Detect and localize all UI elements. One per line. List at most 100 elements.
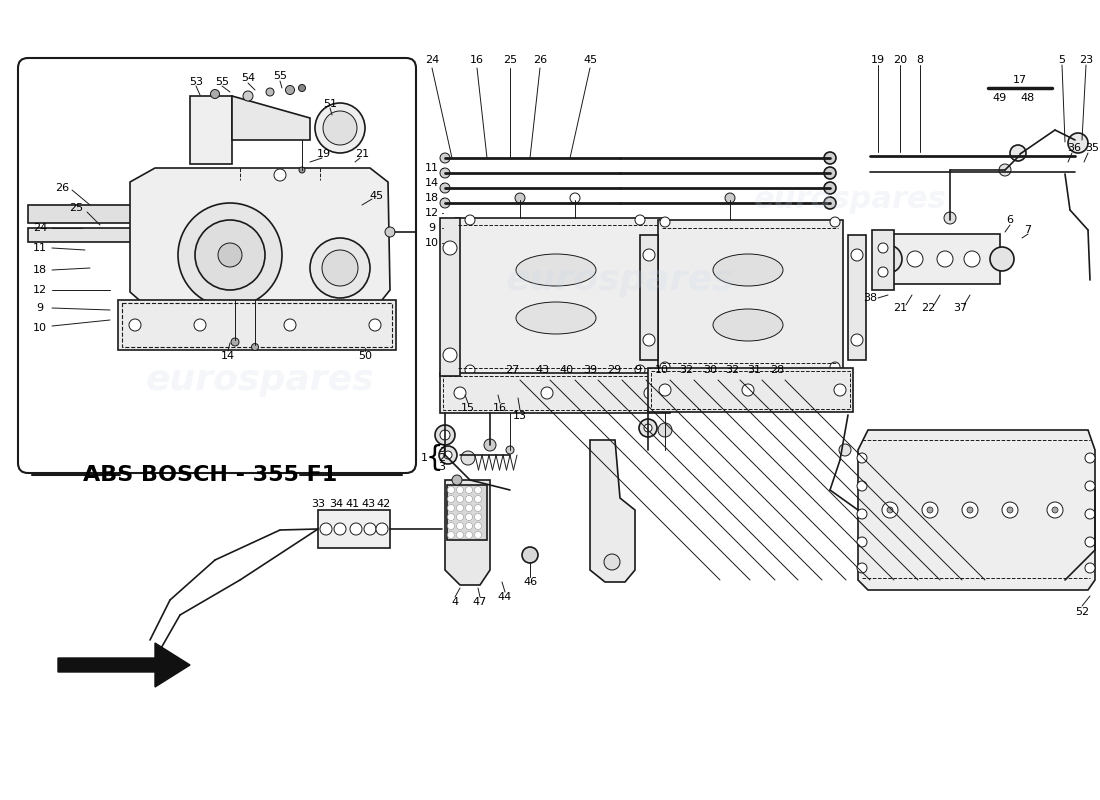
Bar	[890, 234, 1000, 284]
Circle shape	[231, 338, 239, 346]
Circle shape	[434, 425, 455, 445]
Bar	[28, 228, 183, 242]
Circle shape	[851, 249, 864, 261]
Circle shape	[922, 502, 938, 518]
Circle shape	[286, 86, 295, 94]
Circle shape	[1085, 509, 1094, 519]
Text: 54: 54	[241, 73, 255, 83]
Circle shape	[999, 164, 1011, 176]
Text: 13: 13	[513, 411, 527, 421]
Text: {: {	[426, 444, 443, 472]
Text: 23: 23	[1079, 55, 1093, 65]
Polygon shape	[858, 430, 1094, 590]
Text: 24: 24	[33, 223, 47, 233]
Circle shape	[1010, 145, 1026, 161]
Text: 42: 42	[377, 499, 392, 509]
Bar	[648, 368, 852, 412]
Circle shape	[742, 384, 754, 396]
Bar	[455, 218, 666, 376]
Circle shape	[824, 167, 836, 179]
Text: 35: 35	[1085, 143, 1099, 153]
Text: 43: 43	[535, 365, 549, 375]
Text: eurospares: eurospares	[145, 363, 374, 397]
Polygon shape	[130, 168, 390, 305]
Text: 12: 12	[33, 285, 47, 295]
Circle shape	[465, 486, 473, 494]
Circle shape	[964, 251, 980, 267]
Circle shape	[474, 505, 482, 511]
Text: 30: 30	[703, 365, 717, 375]
Bar	[640, 235, 658, 360]
Circle shape	[878, 267, 888, 277]
Circle shape	[639, 419, 657, 437]
Circle shape	[1085, 453, 1094, 463]
Circle shape	[456, 505, 463, 511]
Circle shape	[320, 523, 332, 535]
Text: 9: 9	[428, 223, 436, 233]
Bar	[28, 205, 204, 223]
Circle shape	[644, 249, 654, 261]
Text: 36: 36	[1067, 143, 1081, 153]
Circle shape	[444, 451, 452, 459]
Text: ABS BOSCH - 355 F1: ABS BOSCH - 355 F1	[82, 465, 337, 485]
Circle shape	[465, 215, 475, 225]
Circle shape	[368, 319, 381, 331]
Circle shape	[178, 203, 282, 307]
Circle shape	[194, 319, 206, 331]
Bar	[848, 235, 866, 360]
Text: 14: 14	[425, 178, 439, 188]
Circle shape	[323, 111, 358, 145]
Circle shape	[465, 531, 473, 538]
Circle shape	[440, 183, 450, 193]
Text: 11: 11	[425, 163, 439, 173]
Text: 18: 18	[33, 265, 47, 275]
Circle shape	[252, 343, 258, 350]
Circle shape	[350, 523, 362, 535]
Circle shape	[474, 495, 482, 502]
Circle shape	[226, 213, 235, 223]
Text: 3: 3	[439, 462, 446, 472]
Circle shape	[334, 523, 346, 535]
Bar	[122, 303, 392, 347]
Text: 10: 10	[654, 365, 669, 375]
Circle shape	[474, 531, 482, 538]
Circle shape	[448, 514, 454, 521]
Bar	[658, 220, 843, 370]
Text: 50: 50	[358, 351, 372, 361]
Circle shape	[857, 537, 867, 547]
Text: eurospares: eurospares	[506, 263, 735, 297]
Circle shape	[322, 250, 358, 286]
Circle shape	[990, 247, 1014, 271]
Circle shape	[967, 507, 974, 513]
Circle shape	[448, 531, 454, 538]
Bar	[872, 230, 894, 290]
Text: 48: 48	[1021, 93, 1035, 103]
Text: 45: 45	[583, 55, 597, 65]
Circle shape	[456, 495, 463, 502]
Circle shape	[456, 522, 463, 530]
Bar	[440, 218, 460, 376]
Text: 15: 15	[461, 403, 475, 413]
Circle shape	[465, 505, 473, 511]
Circle shape	[456, 486, 463, 494]
Text: 55: 55	[273, 71, 287, 81]
Circle shape	[440, 153, 450, 163]
Text: 4: 4	[451, 597, 459, 607]
Circle shape	[1047, 502, 1063, 518]
Circle shape	[443, 348, 456, 362]
Polygon shape	[232, 96, 310, 140]
Circle shape	[839, 444, 851, 456]
Circle shape	[298, 85, 306, 91]
Circle shape	[824, 197, 836, 209]
Bar	[118, 300, 396, 350]
Circle shape	[210, 90, 220, 98]
Circle shape	[1085, 481, 1094, 491]
Circle shape	[660, 362, 670, 372]
Circle shape	[474, 514, 482, 521]
Text: 5: 5	[1058, 55, 1066, 65]
Circle shape	[882, 502, 898, 518]
Circle shape	[644, 334, 654, 346]
Text: 47: 47	[473, 597, 487, 607]
Polygon shape	[58, 643, 190, 687]
Circle shape	[824, 152, 836, 164]
